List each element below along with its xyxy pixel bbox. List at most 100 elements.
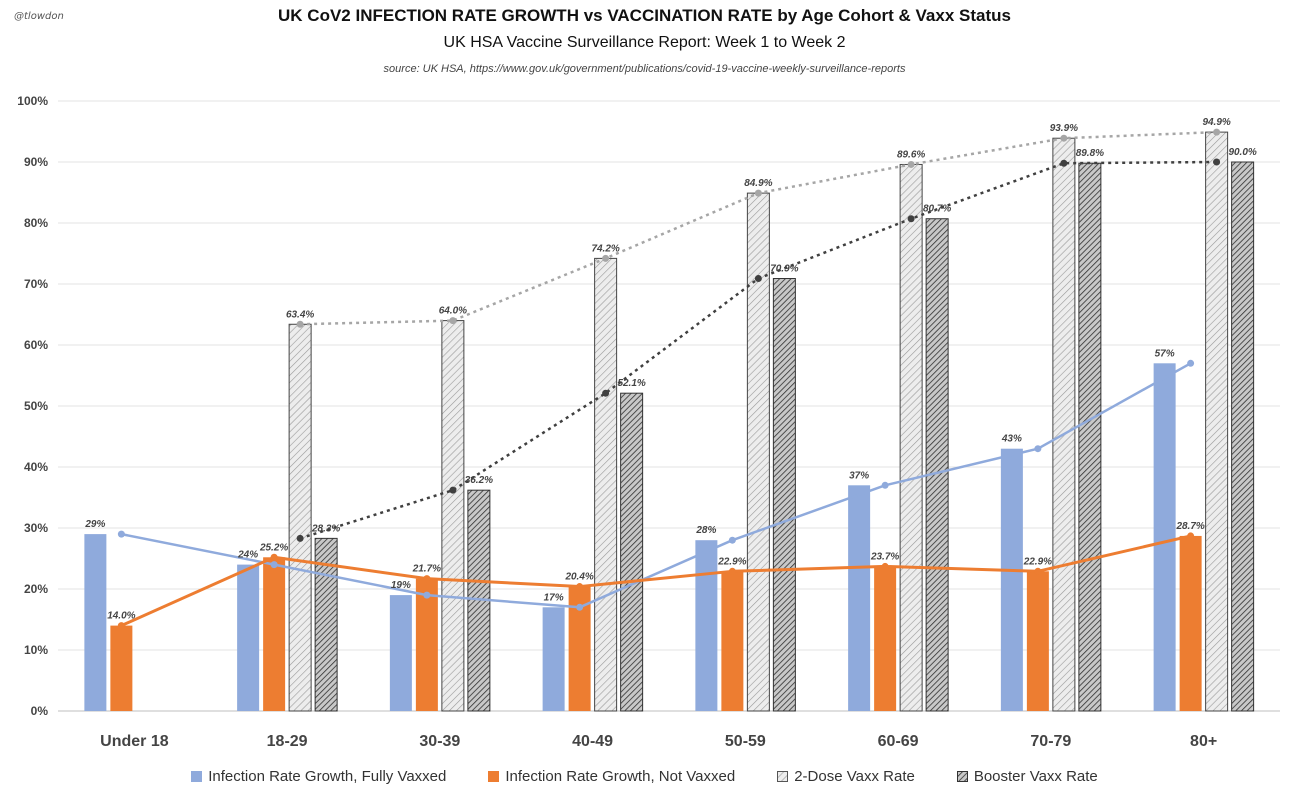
marker-fully-vaxxed-3 [576,603,584,611]
x-tick-label-3: 40-49 [572,733,613,750]
bar-2-dose-1 [288,323,312,712]
marker-booster-3 [754,275,762,283]
marker-2-dose-5 [1060,134,1068,142]
legend-label-not-vaxxed: Infection Rate Growth, Not Vaxxed [505,767,736,785]
marker-2-dose-0 [296,320,304,328]
data-label-not-vaxxed-7: 28.7% [1175,521,1204,532]
marker-not-vaxxed-6 [1034,567,1042,575]
bar-booster-7 [1231,161,1255,712]
marker-2-dose-4 [907,160,915,168]
bar-2-dose-2 [441,320,465,712]
legend-label-fully-vaxxed: Infection Rate Growth, Fully Vaxxed [208,767,447,785]
bar-2-dose-4 [746,192,770,712]
line-fully-vaxxed [121,362,1192,609]
data-label-not-vaxxed-3: 20.4% [564,572,593,583]
chart-title: UK CoV2 INFECTION RATE GROWTH vs VACCINA… [278,6,1011,25]
y-tick-label-90: 90% [24,155,48,169]
data-label-booster-2: 36.2% [465,475,493,486]
bar-booster-5 [925,218,949,712]
data-label-fully-vaxxed-5: 37% [849,470,869,481]
legend-swatch-not-vaxxed [488,770,500,782]
bar-2-dose-5 [899,163,923,712]
bar-fully-vaxxed-4 [695,540,718,711]
legend-item-fully-vaxxed: Infection Rate Growth, Fully Vaxxed [191,766,446,786]
data-label-not-vaxxed-2: 21.7% [412,564,441,575]
marker-2-dose-3 [754,189,762,197]
data-label-not-vaxxed-1: 25.2% [259,542,288,553]
bar-fully-vaxxed-0 [84,534,107,711]
data-label-booster-1: 28.3% [311,523,340,534]
data-label-not-vaxxed-5: 23.7% [870,551,899,562]
x-tick-label-6: 70-79 [1030,733,1071,750]
bar-2-dose-3 [594,257,618,712]
y-tick-label-100: 100% [17,94,48,108]
x-tick-label-4: 50-59 [725,733,766,750]
x-tick-label-5: 60-69 [878,733,919,750]
y-tick-label-30: 30% [24,521,48,535]
bar-fully-vaxxed-1 [237,564,260,711]
x-tick-label-7: 80+ [1190,733,1217,750]
data-label-booster-6: 89.8% [1076,148,1104,159]
series-lines [117,128,1221,630]
data-label-booster-5: 80.7% [923,204,951,215]
bar-fully-vaxxed-2 [389,595,412,711]
chart-header: @tlowdon UK CoV2 INFECTION RATE GROWTH v… [0,0,1289,90]
bar-booster-3 [620,392,644,712]
bar-booster-4 [772,278,796,712]
data-label-not-vaxxed-4: 22.9% [717,556,746,567]
marker-2-dose-2 [602,254,610,262]
bar-booster-6 [1078,162,1102,712]
bar-not-vaxxed-4 [721,571,744,711]
bar-2-dose-7 [1205,131,1229,712]
bar-not-vaxxed-1 [263,557,286,711]
x-tick-label-2: 30-39 [419,733,460,750]
x-axis-ticks: Under 18 18-29 30-39 40-49 50-59 60-69 70-79 80… [100,733,1217,750]
data-label-2-dose-4: 84.9% [744,178,772,189]
marker-not-vaxxed-0 [117,622,125,630]
marker-2-dose-6 [1213,128,1221,136]
data-labels: 29% 24% 19% 17% 28% 37% 43% 57% 14.0% 25.2% 21.7% 2… [84,117,1257,621]
y-tick-label-20: 20% [24,582,48,596]
data-label-2-dose-1: 63.4% [286,309,314,320]
bar-not-vaxxed-2 [415,578,438,711]
data-label-fully-vaxxed-2: 19% [391,580,411,591]
gridlines [58,100,1280,712]
legend-item-booster: Booster Vaxx Rate [956,766,1098,786]
marker-not-vaxxed-7 [1187,532,1195,540]
marker-fully-vaxxed-5 [881,481,889,489]
marker-booster-0 [296,534,304,542]
marker-booster-1 [449,486,457,494]
data-label-fully-vaxxed-3: 17% [544,592,564,603]
bar-not-vaxxed-6 [1026,571,1049,711]
y-tick-label-50: 50% [24,399,48,413]
line-not-vaxxed [120,534,1191,627]
bar-fully-vaxxed-6 [1000,448,1023,711]
bar-booster-1 [314,537,338,712]
data-label-fully-vaxxed-7: 57% [1155,348,1175,359]
data-label-booster-3: 52.1% [617,378,645,389]
data-label-booster-4: 70.9% [770,264,798,275]
marker-2-dose-1 [449,317,457,325]
bar-not-vaxxed-5 [874,566,897,711]
bar-not-vaxxed-3 [568,586,591,711]
y-tick-label-10: 10% [24,643,48,657]
marker-fully-vaxxed-6 [1034,445,1042,453]
author-handle: @tlowdon [14,11,64,22]
legend-swatch-2-dose [777,770,789,782]
data-label-booster-7: 90.0% [1228,147,1256,158]
data-label-fully-vaxxed-4: 28% [695,525,716,536]
legend-label-booster: Booster Vaxx Rate [973,767,1098,785]
marker-booster-2 [602,389,610,397]
bar-fully-vaxxed-3 [542,607,565,711]
data-label-2-dose-6: 93.9% [1050,123,1078,134]
data-label-fully-vaxxed-1: 24% [237,550,258,561]
marker-booster-6 [1213,158,1221,166]
marker-not-vaxxed-3 [576,583,584,591]
y-tick-label-0: 0% [31,704,49,718]
data-label-2-dose-2: 64.0% [439,306,467,317]
chart-legend: Infection Rate Growth, Fully Vaxxed Infe… [0,766,1289,786]
marker-fully-vaxxed-4 [728,536,736,544]
marker-not-vaxxed-1 [270,553,278,561]
marker-fully-vaxxed-1 [270,561,278,569]
